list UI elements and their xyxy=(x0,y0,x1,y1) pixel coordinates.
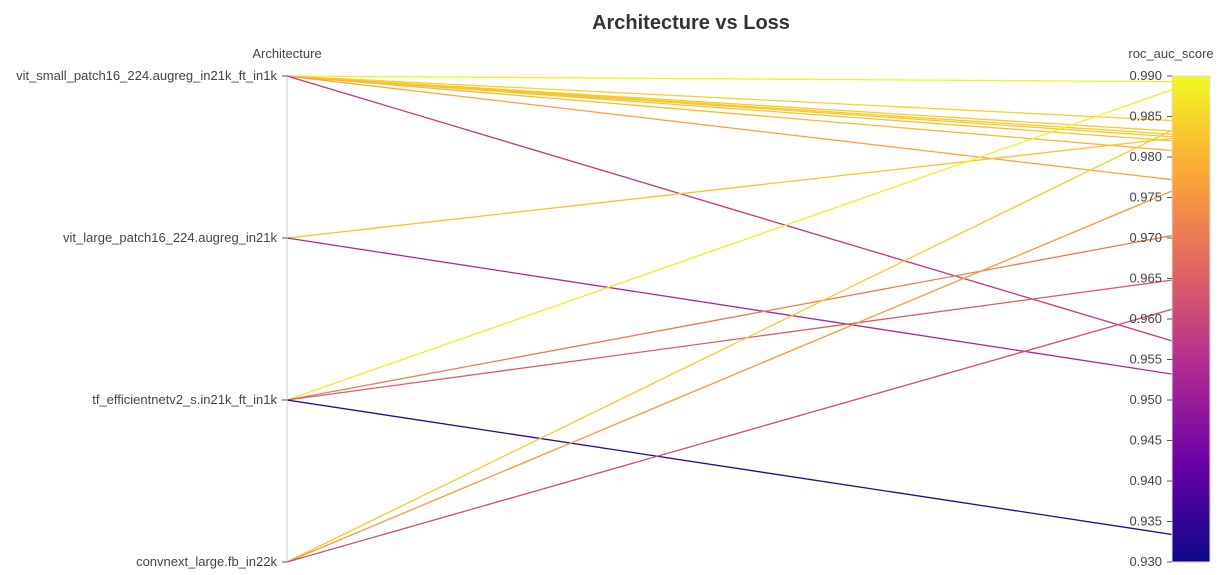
colorbar[interactable] xyxy=(1171,75,1211,563)
chart-title: Architecture vs Loss xyxy=(592,12,790,34)
right-tick-label: 0.965 xyxy=(1129,271,1162,286)
run-lines xyxy=(286,75,1173,563)
run-line[interactable] xyxy=(286,75,1173,122)
right-tick-label: 0.970 xyxy=(1129,230,1162,245)
run-line[interactable] xyxy=(286,75,1173,138)
right-tick-label: 0.950 xyxy=(1129,392,1162,407)
run-line[interactable] xyxy=(286,190,1173,563)
run-line[interactable] xyxy=(286,89,1173,401)
right-tick-label: 0.935 xyxy=(1129,514,1162,529)
right-tick-label: 0.975 xyxy=(1129,190,1162,205)
run-line[interactable] xyxy=(286,234,1173,401)
right-axis-title: roc_auc_score xyxy=(1128,46,1213,61)
left-tick-label: tf_efficientnetv2_s.in21k_ft_in1k xyxy=(92,392,277,407)
right-tick-label: 0.985 xyxy=(1129,109,1162,124)
right-axis-ticks: 0.930 0.935 0.940 0.945 0.950 0.955 0.960 0.965… xyxy=(1129,68,1172,569)
run-line[interactable] xyxy=(286,75,1173,342)
right-tick-label: 0.960 xyxy=(1129,311,1162,326)
run-line[interactable] xyxy=(286,137,1173,239)
run-line[interactable] xyxy=(286,129,1173,563)
right-tick-label: 0.955 xyxy=(1129,352,1162,367)
left-tick-label: vit_large_patch16_224.augreg_in21k xyxy=(63,230,277,245)
left-tick-label: vit_small_patch16_224.augreg_in21k_ft_in… xyxy=(16,68,277,83)
run-line[interactable] xyxy=(286,75,1173,83)
run-line[interactable] xyxy=(286,75,1173,142)
right-tick-label: 0.980 xyxy=(1129,149,1162,164)
left-axis-title: Architecture xyxy=(252,46,321,61)
right-tick-label: 0.930 xyxy=(1129,554,1162,569)
right-tick-label: 0.940 xyxy=(1129,473,1162,488)
left-tick-label: convnext_large.fb_in22k xyxy=(136,554,277,569)
run-line[interactable] xyxy=(286,308,1173,563)
run-line[interactable] xyxy=(286,399,1173,536)
right-tick-label: 0.945 xyxy=(1129,433,1162,448)
right-tick-label: 0.990 xyxy=(1129,68,1162,83)
run-line[interactable] xyxy=(286,75,1173,181)
run-line[interactable] xyxy=(286,75,1173,152)
run-line[interactable] xyxy=(286,279,1173,401)
left-axis-ticks: vit_small_patch16_224.augreg_in21k_ft_in… xyxy=(16,68,287,569)
